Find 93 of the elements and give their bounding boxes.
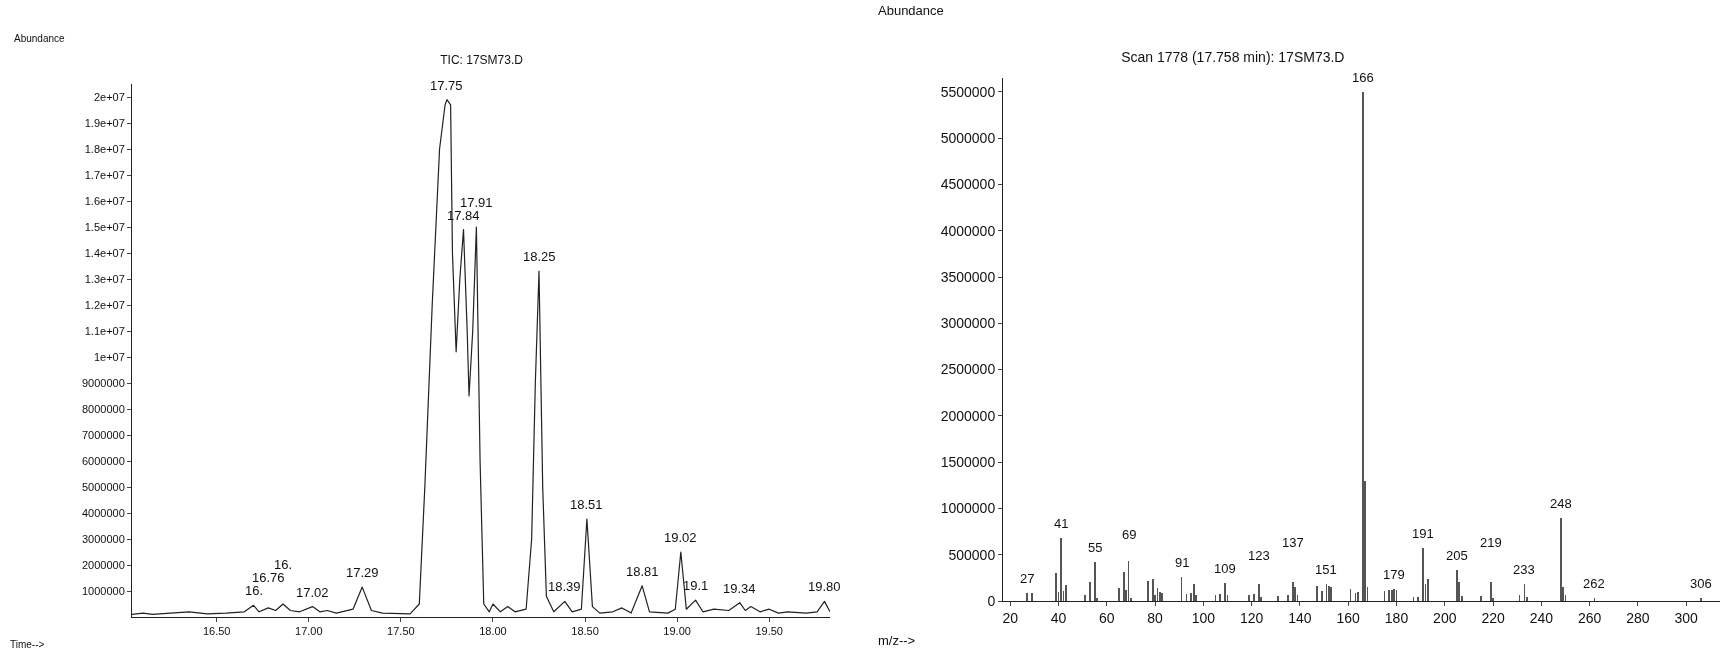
x-tick-label: 180 (1384, 609, 1409, 626)
annotation: 205 (1446, 548, 1468, 563)
x-tick-label: 60 (1099, 609, 1115, 626)
annotation: 17.02 (296, 585, 329, 600)
annotation: 306 (1690, 576, 1712, 591)
annotation: 17.91 (460, 195, 493, 210)
y-tick-label: 1.2e+07 (84, 298, 125, 311)
x-tick-label: 100 (1191, 609, 1216, 626)
y-tick-label: 4500000 (940, 176, 996, 193)
y-tick-label: 2000000 (940, 407, 996, 424)
annotation: 166 (1352, 70, 1374, 85)
annotation: 19.02 (664, 530, 697, 545)
annotation: 91 (1175, 555, 1190, 570)
y-tick-label: 500000 (948, 546, 996, 563)
x-tick-label: 140 (1288, 609, 1312, 626)
y-axis-title: Abundance (878, 3, 944, 18)
x-tick-label: 300 (1674, 609, 1699, 626)
y-tick-label: 3000000 (940, 315, 996, 332)
annotation: 19.80 (808, 579, 841, 594)
annotation: 19.1 (683, 578, 709, 593)
annotation: 18.39 (548, 579, 581, 594)
chart-title: Scan 1778 (17.758 min): 17SM73.D (1121, 48, 1345, 65)
x-tick-label: 17.50 (387, 625, 415, 638)
y-tick-label: 4000000 (81, 506, 125, 519)
x-tick-label: 160 (1336, 609, 1361, 626)
annotation: 55 (1088, 540, 1103, 555)
annotation: 16. (274, 557, 293, 572)
y-tick-label: 2e+07 (93, 90, 125, 103)
annotation: 137 (1282, 535, 1304, 550)
y-tick-label: 2000000 (81, 558, 125, 571)
x-tick-label: 20 (1002, 609, 1019, 626)
y-tick-label: 7000000 (81, 428, 125, 441)
annotation: 19.34 (723, 581, 756, 596)
x-tick-label: 40 (1050, 609, 1067, 626)
annotation: 17.29 (346, 565, 379, 580)
y-tick-label: 1.7e+07 (84, 168, 125, 181)
y-tick-label: 1.4e+07 (84, 246, 125, 259)
annotation: 191 (1412, 526, 1434, 541)
x-tick-label: 280 (1626, 609, 1650, 626)
x-tick-label: 18.00 (479, 625, 507, 638)
y-tick-label: 1.1e+07 (84, 324, 125, 337)
x-axis-title: Time--> (10, 639, 45, 650)
y-tick-label: 5000000 (940, 130, 996, 147)
x-tick-label: 200 (1433, 609, 1457, 626)
y-tick-label: 1000000 (81, 584, 125, 597)
y-tick-label: 0 (987, 592, 996, 609)
y-tick-label: 4000000 (940, 222, 996, 239)
y-tick-label: 1500000 (940, 454, 996, 471)
x-tick-label: 240 (1529, 609, 1554, 626)
annotation: 262 (1583, 576, 1605, 591)
x-axis-title: m/z--> (878, 633, 916, 648)
y-tick-label: 8000000 (81, 402, 125, 415)
y-tick-label: 1.9e+07 (84, 116, 125, 129)
x-tick-label: 19.00 (663, 625, 691, 638)
x-tick-label: 18.50 (571, 625, 599, 638)
x-tick-label: 220 (1481, 609, 1505, 626)
y-tick-label: 1000000 (940, 500, 996, 517)
annotation: 151 (1315, 562, 1337, 577)
annotation: 16. (245, 583, 264, 598)
annotation: 69 (1122, 527, 1137, 542)
y-tick-label: 9000000 (81, 376, 125, 389)
x-tick-label: 17.00 (295, 625, 323, 638)
annotation: 109 (1214, 561, 1236, 576)
annotation: 179 (1383, 567, 1405, 582)
y-tick-label: 1.3e+07 (84, 272, 125, 285)
y-tick-label: 5500000 (940, 83, 996, 100)
annotation: 18.25 (523, 249, 556, 264)
annotation: 18.81 (626, 564, 659, 579)
annotation: 123 (1248, 548, 1270, 563)
y-tick-label: 3000000 (81, 532, 125, 545)
annotation: 16.76 (252, 570, 285, 585)
annotation: 17.75 (430, 78, 463, 93)
annotation: 18.51 (570, 497, 603, 512)
x-tick-label: 120 (1239, 609, 1264, 626)
y-tick-label: 6000000 (81, 454, 125, 467)
annotation: 41 (1054, 516, 1069, 531)
y-tick-label: 1.8e+07 (84, 142, 125, 155)
y-axis-title: Abundance (14, 33, 66, 44)
y-tick-label: 1.5e+07 (84, 220, 125, 233)
y-tick-label: 1e+07 (93, 350, 125, 363)
chart-title: TIC: 17SM73.D (440, 52, 524, 67)
y-tick-label: 1.6e+07 (84, 194, 125, 207)
y-tick-label: 3500000 (940, 268, 996, 285)
annotation: 233 (1513, 562, 1535, 577)
annotation: 219 (1480, 535, 1502, 550)
x-tick-label: 16.50 (202, 625, 231, 638)
annotation: 27 (1020, 571, 1035, 586)
x-tick-label: 19.50 (755, 625, 783, 638)
y-tick-label: 2500000 (940, 361, 996, 378)
x-tick-label: 80 (1147, 609, 1164, 626)
y-tick-label: 5000000 (81, 480, 125, 493)
x-tick-label: 260 (1577, 609, 1602, 626)
annotation: 248 (1550, 496, 1572, 511)
